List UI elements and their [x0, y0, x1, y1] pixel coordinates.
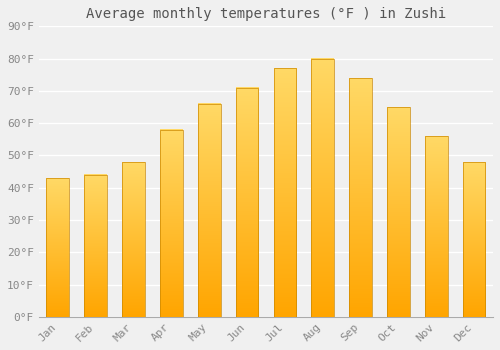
Bar: [312, 58, 334, 317]
Bar: [349, 78, 372, 317]
Bar: [122, 162, 145, 317]
Bar: [84, 175, 107, 317]
Bar: [387, 107, 410, 317]
Bar: [160, 130, 182, 317]
Bar: [236, 88, 258, 317]
Title: Average monthly temperatures (°F ) in Zushi: Average monthly temperatures (°F ) in Zu…: [86, 7, 446, 21]
Bar: [274, 68, 296, 317]
Bar: [198, 104, 220, 317]
Bar: [425, 136, 448, 317]
Bar: [46, 178, 69, 317]
Bar: [463, 162, 485, 317]
